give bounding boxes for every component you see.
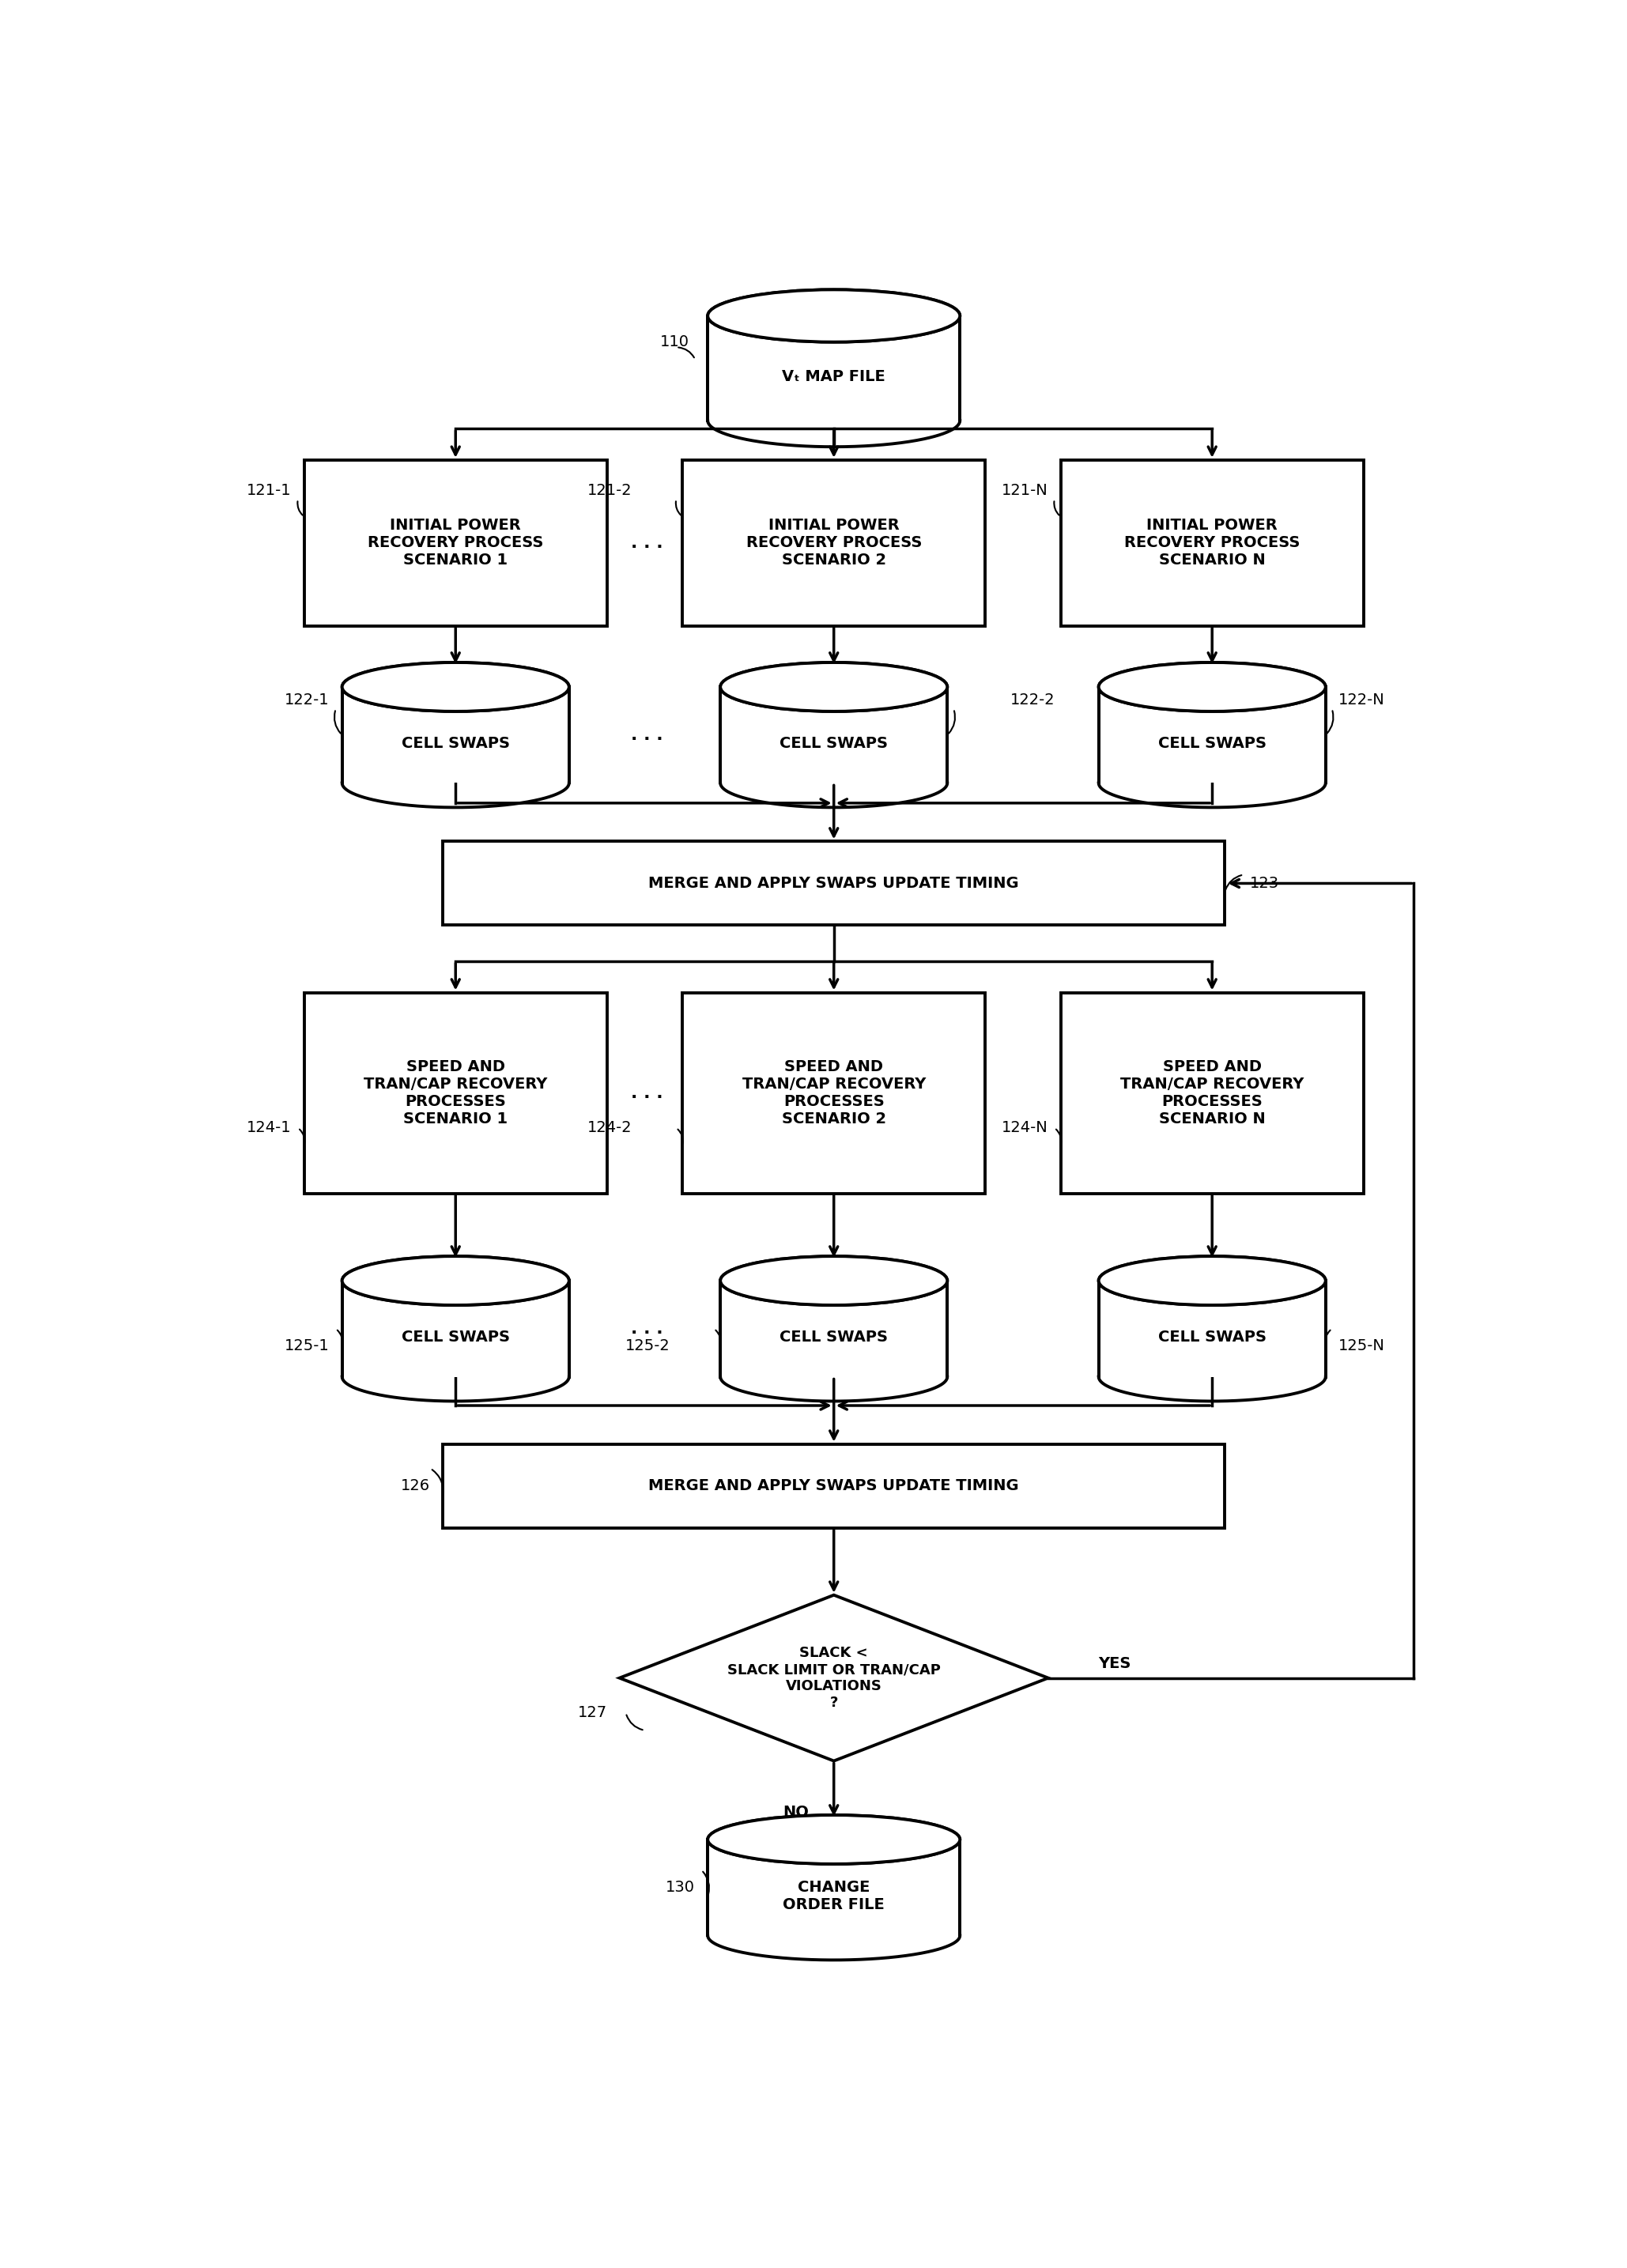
- Text: 121-N: 121-N: [1002, 483, 1048, 499]
- Ellipse shape: [342, 1256, 569, 1304]
- Ellipse shape: [1098, 662, 1326, 712]
- Ellipse shape: [708, 1814, 960, 1864]
- Text: CELL SWAPS: CELL SWAPS: [402, 1329, 509, 1345]
- Text: CHANGE
ORDER FILE: CHANGE ORDER FILE: [783, 1880, 885, 1912]
- Ellipse shape: [721, 1256, 947, 1304]
- Text: 124-1: 124-1: [247, 1120, 291, 1136]
- Text: MERGE AND APPLY SWAPS UPDATE TIMING: MERGE AND APPLY SWAPS UPDATE TIMING: [649, 875, 1019, 891]
- FancyBboxPatch shape: [1061, 460, 1363, 626]
- Text: 127: 127: [578, 1706, 607, 1721]
- Ellipse shape: [708, 290, 960, 342]
- Ellipse shape: [721, 662, 947, 712]
- Text: INITIAL POWER
RECOVERY PROCESS
SCENARIO 1: INITIAL POWER RECOVERY PROCESS SCENARIO …: [368, 517, 543, 567]
- Text: INITIAL POWER
RECOVERY PROCESS
SCENARIO N: INITIAL POWER RECOVERY PROCESS SCENARIO …: [1124, 517, 1300, 567]
- Text: INITIAL POWER
RECOVERY PROCESS
SCENARIO 2: INITIAL POWER RECOVERY PROCESS SCENARIO …: [745, 517, 923, 567]
- Text: 110: 110: [661, 333, 690, 349]
- Text: . . .: . . .: [631, 1320, 664, 1336]
- Text: YES: YES: [1098, 1656, 1131, 1672]
- FancyBboxPatch shape: [443, 1445, 1225, 1529]
- Bar: [342, 1281, 569, 1377]
- Ellipse shape: [1098, 662, 1326, 712]
- Text: . . .: . . .: [631, 1084, 664, 1100]
- FancyBboxPatch shape: [683, 993, 986, 1193]
- Text: CELL SWAPS: CELL SWAPS: [779, 1329, 888, 1345]
- Text: CELL SWAPS: CELL SWAPS: [402, 737, 509, 751]
- Text: 122-N: 122-N: [1337, 692, 1385, 708]
- FancyBboxPatch shape: [1061, 993, 1363, 1193]
- Ellipse shape: [342, 662, 569, 712]
- Text: . . .: . . .: [631, 535, 664, 551]
- Text: 122-1: 122-1: [285, 692, 329, 708]
- Ellipse shape: [342, 1256, 569, 1304]
- FancyBboxPatch shape: [304, 460, 607, 626]
- Bar: [708, 315, 960, 420]
- Bar: [721, 1281, 947, 1377]
- Ellipse shape: [342, 662, 569, 712]
- FancyBboxPatch shape: [304, 993, 607, 1193]
- Text: SPEED AND
TRAN/CAP RECOVERY
PROCESSES
SCENARIO 1: SPEED AND TRAN/CAP RECOVERY PROCESSES SC…: [364, 1059, 547, 1127]
- Bar: [708, 1839, 960, 1935]
- Text: CELL SWAPS: CELL SWAPS: [779, 737, 888, 751]
- Bar: [1098, 1281, 1326, 1377]
- Text: CELL SWAPS: CELL SWAPS: [1158, 737, 1266, 751]
- Text: SLACK <
SLACK LIMIT OR TRAN/CAP
VIOLATIONS
?: SLACK < SLACK LIMIT OR TRAN/CAP VIOLATIO…: [727, 1647, 940, 1710]
- Polygon shape: [620, 1594, 1048, 1760]
- Text: CELL SWAPS: CELL SWAPS: [1158, 1329, 1266, 1345]
- Ellipse shape: [1098, 1256, 1326, 1304]
- Text: 124-2: 124-2: [587, 1120, 631, 1136]
- Ellipse shape: [708, 290, 960, 342]
- Text: SPEED AND
TRAN/CAP RECOVERY
PROCESSES
SCENARIO 2: SPEED AND TRAN/CAP RECOVERY PROCESSES SC…: [742, 1059, 926, 1127]
- Text: MERGE AND APPLY SWAPS UPDATE TIMING: MERGE AND APPLY SWAPS UPDATE TIMING: [649, 1479, 1019, 1492]
- Text: 130: 130: [665, 1880, 695, 1896]
- Text: 124-N: 124-N: [1002, 1120, 1048, 1136]
- Text: 126: 126: [400, 1479, 430, 1492]
- Text: NO: NO: [783, 1805, 809, 1819]
- Text: 125-N: 125-N: [1337, 1338, 1385, 1354]
- Text: 121-2: 121-2: [587, 483, 631, 499]
- Text: Vₜ MAP FILE: Vₜ MAP FILE: [783, 370, 885, 386]
- Bar: [342, 687, 569, 782]
- Text: . . .: . . .: [631, 728, 664, 744]
- Ellipse shape: [708, 1814, 960, 1864]
- Text: 125-1: 125-1: [285, 1338, 329, 1354]
- Bar: [1098, 687, 1326, 782]
- Bar: [721, 687, 947, 782]
- Ellipse shape: [721, 1256, 947, 1304]
- Text: 123: 123: [1250, 875, 1279, 891]
- Ellipse shape: [721, 662, 947, 712]
- Text: 121-1: 121-1: [247, 483, 291, 499]
- FancyBboxPatch shape: [443, 841, 1225, 925]
- Text: 125-2: 125-2: [625, 1338, 670, 1354]
- FancyBboxPatch shape: [683, 460, 986, 626]
- Text: SPEED AND
TRAN/CAP RECOVERY
PROCESSES
SCENARIO N: SPEED AND TRAN/CAP RECOVERY PROCESSES SC…: [1121, 1059, 1303, 1127]
- Ellipse shape: [1098, 1256, 1326, 1304]
- Text: 122-2: 122-2: [1010, 692, 1056, 708]
